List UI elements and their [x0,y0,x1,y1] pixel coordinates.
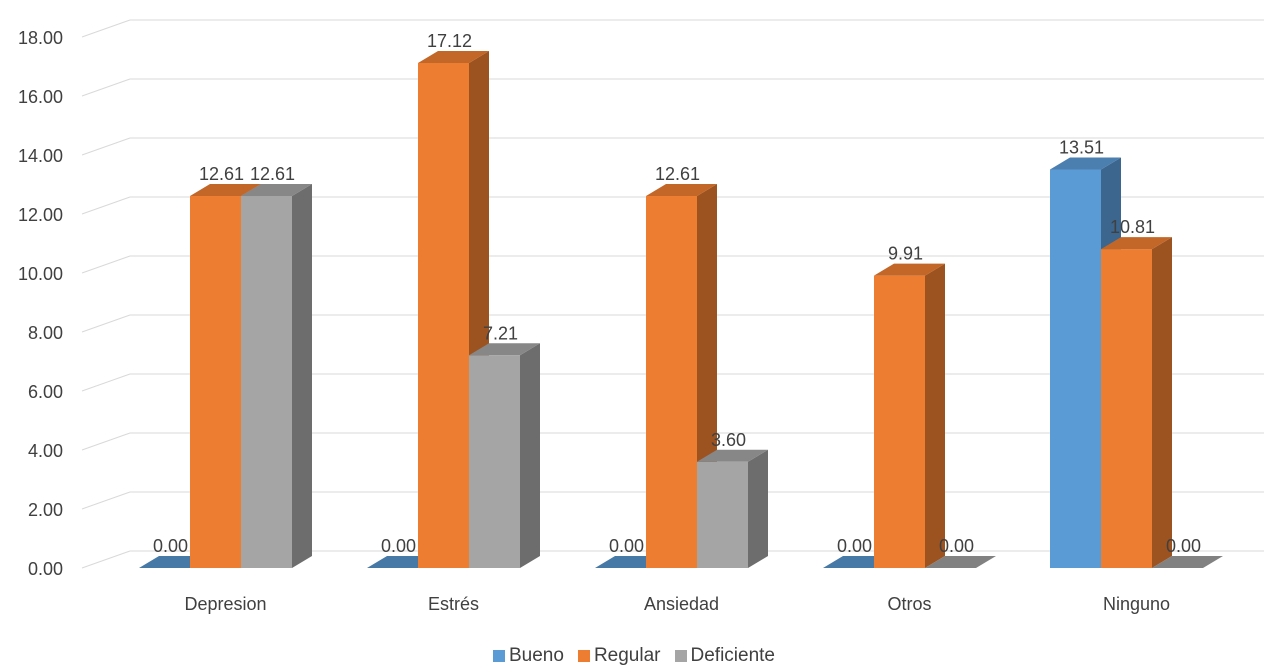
bar [1101,237,1172,569]
bar-top [874,263,945,276]
data-label: 0.00 [153,536,188,556]
y-axis-ticks: 0.00 2.00 4.00 6.00 8.00 10.00 12.00 14.00 16.00… [18,28,63,579]
bar-front [1101,249,1152,569]
legend-swatch [674,650,687,662]
data-labels: 0.00 12.61 12.61 0.00 17.12 7.21 0.00 12.61 3.60… [153,31,1201,556]
bar [874,263,945,568]
bar-side [748,449,768,568]
bar [925,556,996,568]
bar-side [1152,237,1172,569]
legend-label: Regular [593,645,661,666]
data-label: 7.21 [483,323,518,343]
bar-top [925,556,996,568]
y-tick-label: 6.00 [28,382,63,402]
bar-top [646,184,717,197]
gridline [81,19,1264,38]
data-label: 0.00 [837,536,872,556]
data-label: 0.00 [1166,536,1201,556]
bar-top [1101,237,1172,250]
bar-side [520,343,540,568]
bar [1152,556,1223,568]
legend-item: Bueno [493,646,564,666]
y-tick-label: 2.00 [28,500,63,520]
y-tick-label: 0.00 [28,559,63,579]
data-label: 10.81 [1110,217,1155,237]
bar [646,184,717,568]
data-label: 0.00 [381,536,416,556]
legend: Bueno Regular Deficiente [0,646,1268,666]
legend-swatch [493,650,505,662]
bar [697,449,768,568]
bar-front [469,355,520,568]
category-label: Estrés [428,594,479,614]
bar-top [469,343,540,356]
bar-side [925,263,945,568]
bar-top [697,449,768,462]
y-tick-label: 16.00 [18,87,63,107]
data-label: 0.00 [609,536,644,556]
bar-top [1050,157,1121,170]
y-tick-label: 14.00 [18,146,63,166]
y-tick-label: 4.00 [28,441,63,461]
category-label: Otros [887,594,931,614]
bar-front [418,62,469,569]
bar [469,343,540,568]
category-label: Depresion [184,594,266,614]
bar-top [418,50,489,63]
bar-side [292,184,312,568]
gridline [81,78,1264,97]
chart-svg: 0.00 2.00 4.00 6.00 8.00 10.00 12.00 14.00 16.00… [18,19,1264,614]
y-tick-label: 8.00 [28,323,63,343]
category-labels: Depresion Estrés Ansiedad Otros Ninguno [184,594,1170,614]
bar-front [697,461,748,568]
legend-label: Deficiente [690,645,776,666]
gridline [81,137,1264,156]
legend-item: Deficiente [674,645,776,666]
data-label: 0.00 [939,536,974,556]
bar-front [190,196,241,568]
legend-label: Bueno [509,645,564,666]
gridlines [81,19,1264,569]
data-label: 12.61 [655,164,700,184]
y-tick-label: 10.00 [18,264,63,284]
bar-front [646,196,697,568]
bars [139,50,1223,569]
bar-front [1050,169,1101,568]
legend-item: Regular [577,645,661,666]
bar [241,184,312,568]
bar-front [241,196,292,568]
bar-top [1152,556,1223,568]
bar-front [874,275,925,568]
legend-swatch [577,650,590,662]
data-label: 9.91 [888,244,923,264]
category-label: Ansiedad [644,594,719,614]
bar [418,50,489,569]
y-tick-label: 12.00 [18,205,63,225]
gridline [81,196,1264,215]
bar-top [190,184,261,197]
data-label: 12.61 [199,164,244,184]
data-label: 12.61 [250,164,295,184]
bar-top [241,184,312,197]
gridline [81,255,1264,274]
data-label: 3.60 [711,430,746,450]
category-label: Ninguno [1103,594,1170,614]
y-tick-label: 18.00 [18,28,63,48]
data-label: 13.51 [1059,137,1104,157]
data-label: 17.12 [427,31,472,51]
